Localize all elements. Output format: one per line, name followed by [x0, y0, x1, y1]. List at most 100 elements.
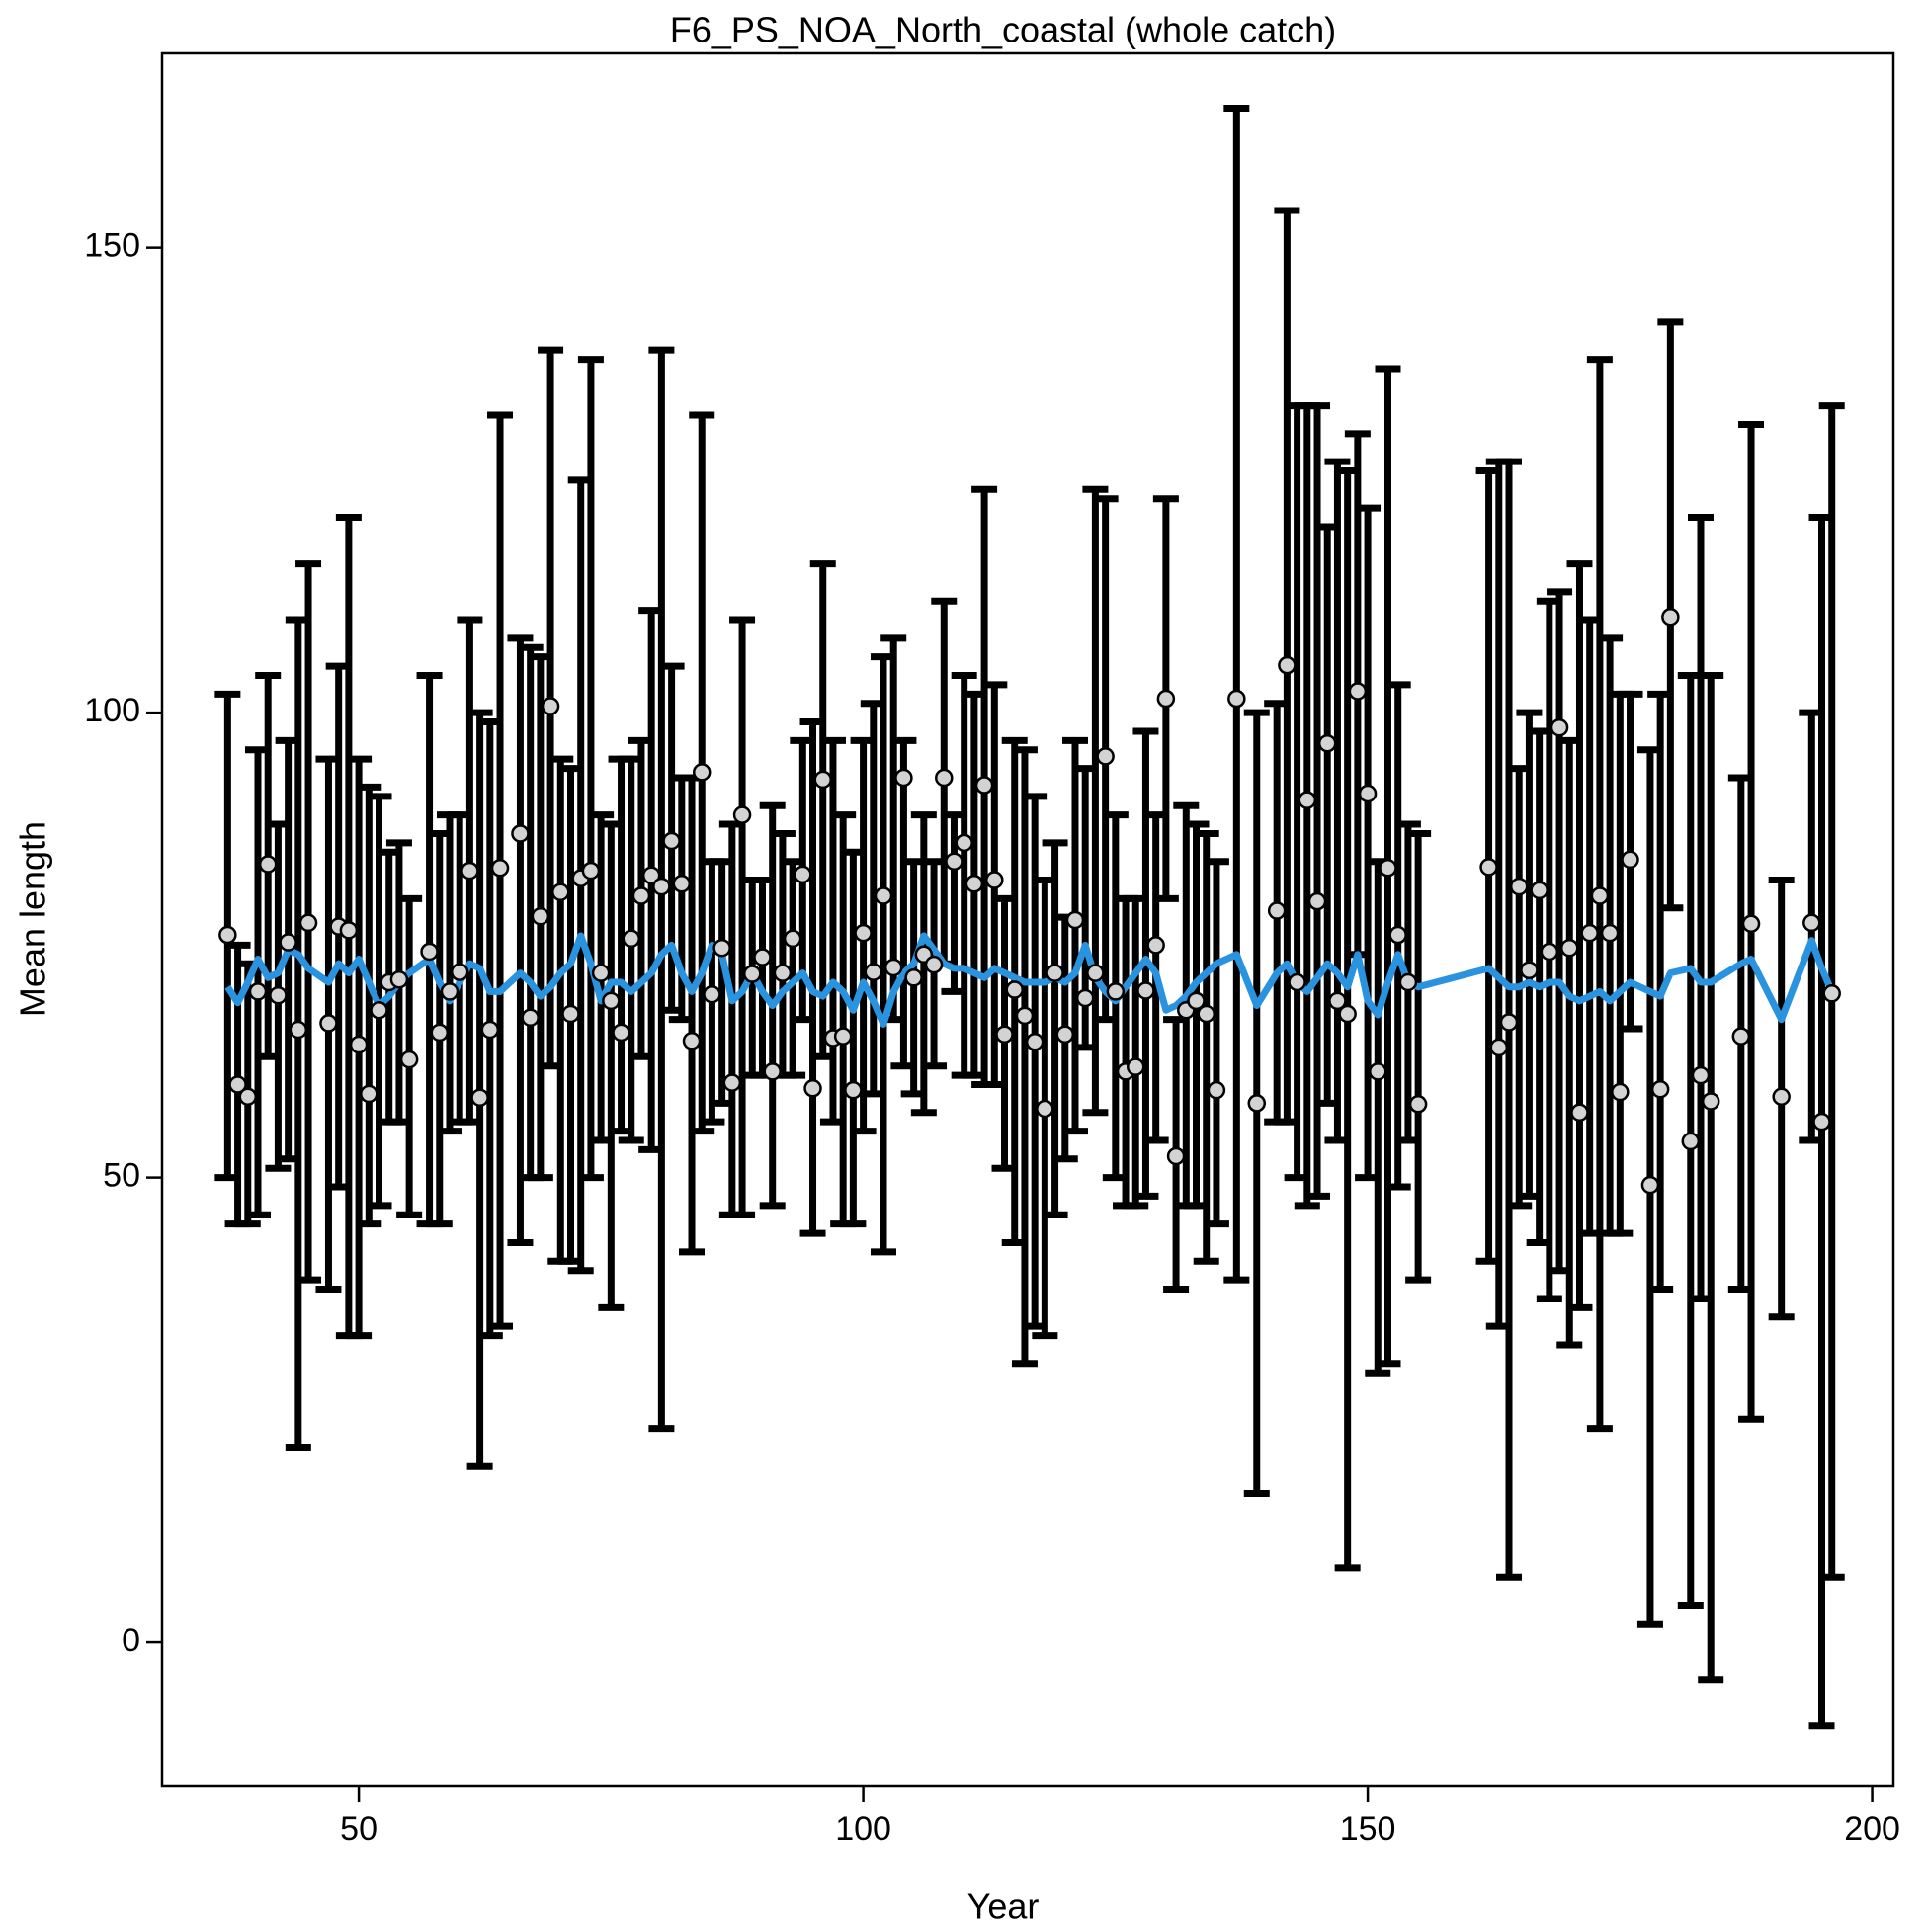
data-point [652, 877, 671, 896]
data-point [1398, 972, 1418, 992]
data-point [935, 768, 954, 788]
data-point [319, 1014, 338, 1033]
data-point [1136, 981, 1155, 1000]
data-point [1661, 607, 1680, 627]
data-point [370, 1000, 388, 1020]
data-point [1197, 1004, 1215, 1024]
data-point [541, 697, 560, 715]
data-point [339, 921, 359, 940]
data-point [985, 871, 1004, 889]
data-point [551, 882, 570, 901]
data-point [955, 833, 973, 853]
data-point [743, 965, 762, 983]
data-point [480, 1020, 500, 1040]
error-bar [1011, 746, 1038, 1368]
data-point [1126, 1057, 1145, 1076]
data-point [1025, 1032, 1045, 1051]
error-bar [1405, 829, 1432, 1284]
data-point [1348, 682, 1368, 701]
data-point [1358, 784, 1378, 803]
data-point [1611, 1082, 1630, 1102]
data-point [1338, 1004, 1357, 1024]
data-point [995, 1025, 1014, 1044]
data-point [1741, 914, 1761, 933]
data-point [1489, 1038, 1509, 1057]
error-bar [1698, 671, 1724, 1684]
data-point [1540, 942, 1559, 962]
data-point [1388, 925, 1407, 945]
data-point [602, 991, 621, 1011]
data-point [722, 1073, 742, 1092]
data-point [1379, 859, 1397, 878]
error-bar [1042, 839, 1068, 1218]
data-point [703, 984, 721, 1004]
y-tick-label: 0 [122, 1622, 140, 1659]
data-point [1681, 1132, 1701, 1151]
data-point [1015, 1006, 1035, 1026]
data-point [258, 855, 278, 874]
error-bar [729, 616, 756, 1218]
data-point [1499, 1013, 1519, 1032]
data-point [1479, 858, 1498, 877]
data-point [430, 1023, 450, 1043]
data-point [1530, 881, 1549, 900]
y-tick-label: 50 [103, 1157, 140, 1195]
data-point [1369, 1062, 1387, 1081]
data-point [833, 1027, 853, 1046]
data-point [521, 1008, 540, 1028]
data-point [773, 964, 793, 982]
y-tick-label: 150 [84, 227, 140, 265]
data-point [803, 1079, 822, 1098]
data-point [1509, 877, 1529, 896]
data-point [389, 969, 409, 989]
data-point [440, 982, 460, 1001]
data-point [561, 1004, 580, 1024]
data-point [622, 929, 641, 949]
data-point [794, 865, 812, 884]
data-point [1298, 791, 1317, 809]
data-point [1701, 1092, 1720, 1111]
error-bar [1304, 402, 1331, 1200]
data-point [1187, 991, 1206, 1011]
data-point [894, 768, 913, 788]
data-point [1096, 747, 1115, 766]
data-point [470, 1088, 489, 1107]
data-point [904, 968, 923, 987]
error-bar [1061, 736, 1088, 1135]
data-point [269, 985, 288, 1005]
data-point [360, 1084, 378, 1104]
data-point [1317, 733, 1337, 753]
data-point [581, 861, 601, 881]
x-tick-label: 200 [1844, 1810, 1900, 1848]
chart-title: F6_PS_NOA_North_coastal (whole catch) [670, 10, 1336, 50]
data-point [1328, 991, 1347, 1011]
data-point [490, 859, 510, 878]
data-point [854, 923, 873, 943]
data-point [864, 963, 883, 981]
data-point [1005, 980, 1024, 999]
data-point [1691, 1065, 1711, 1085]
y-tick-label: 100 [84, 692, 140, 729]
data-point [1046, 964, 1064, 982]
data-point [682, 1032, 702, 1050]
data-point [712, 938, 731, 958]
data-point [612, 1023, 630, 1043]
data-point [1055, 1025, 1075, 1044]
y-axis-label: Mean length [13, 821, 53, 1017]
data-point [1650, 1079, 1670, 1099]
error-bar [1566, 560, 1593, 1311]
data-point [1207, 1080, 1226, 1100]
data-point [1640, 1175, 1660, 1195]
data-point [1408, 1095, 1428, 1114]
data-point [1247, 1094, 1267, 1113]
data-point [1802, 913, 1821, 933]
data-point [1278, 655, 1297, 675]
data-point [1227, 689, 1246, 709]
data-point [692, 763, 712, 782]
data-point [874, 886, 893, 905]
data-point [298, 913, 318, 933]
data-point [450, 963, 469, 981]
error-bar [1203, 858, 1229, 1228]
data-point [1267, 901, 1287, 920]
